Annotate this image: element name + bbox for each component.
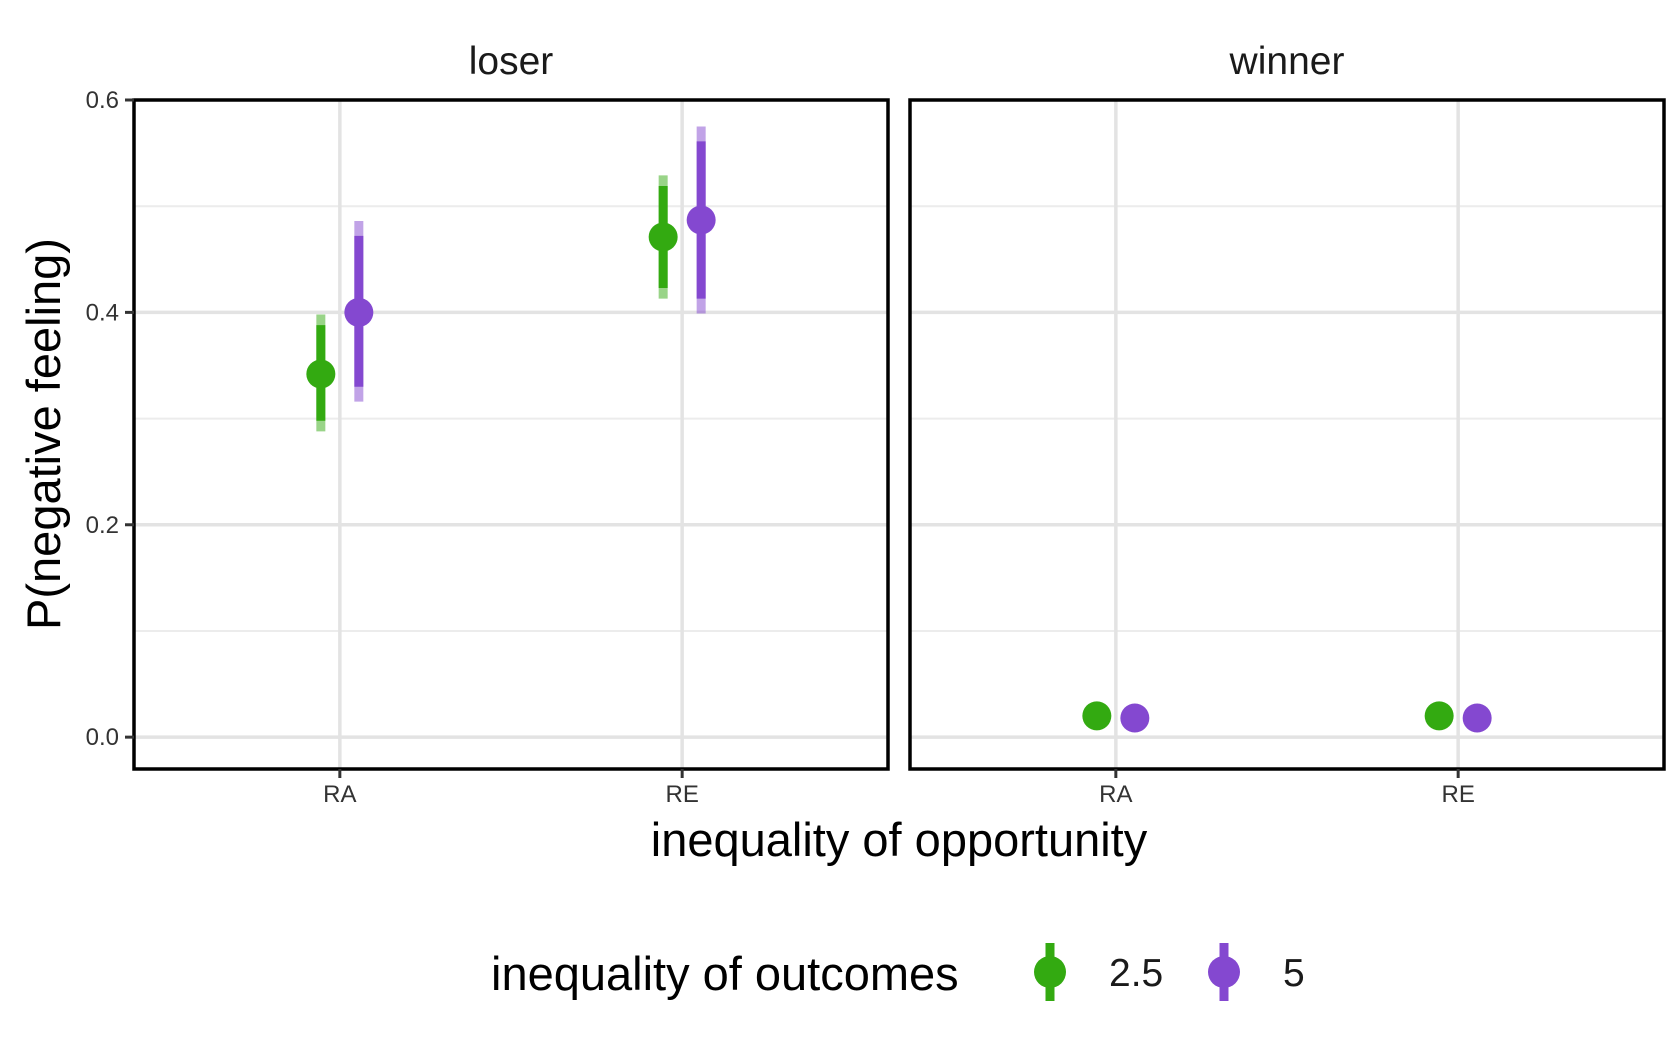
y-tick-label: 0.0 — [86, 724, 119, 751]
point-loser-2.5-RE — [648, 222, 678, 252]
x-tick-label: RE — [1441, 781, 1474, 808]
panel-title-loser: loser — [469, 40, 554, 83]
legend-key-5-point — [1208, 956, 1240, 988]
panel-title-winner: winner — [1229, 40, 1345, 83]
x-axis-title: inequality of opportunity — [651, 813, 1148, 866]
point-loser-5-RA — [344, 297, 374, 327]
panel-border-loser — [132, 98, 890, 771]
legend-key-2.5-point — [1034, 956, 1066, 988]
y-tick-label: 0.4 — [86, 299, 119, 326]
x-tick-label: RE — [665, 781, 698, 808]
point-loser-2.5-RA — [306, 359, 336, 389]
point-winner-5-RA — [1120, 703, 1150, 733]
x-tick-label: RA — [1099, 781, 1132, 808]
legend-title: inequality of outcomes — [491, 947, 959, 1000]
point-winner-2.5-RA — [1082, 701, 1112, 731]
point-loser-5-RE — [686, 205, 716, 235]
y-tick-label: 0.6 — [86, 87, 119, 114]
x-tick-label: RA — [323, 781, 356, 808]
legend-label-5: 5 — [1283, 952, 1305, 995]
y-tick-label: 0.2 — [86, 512, 119, 539]
y-axis-title: P(negative feeling) — [17, 238, 70, 630]
point-winner-2.5-RE — [1424, 701, 1454, 731]
legend-label-2.5: 2.5 — [1109, 952, 1163, 995]
point-winner-5-RE — [1462, 703, 1492, 733]
panel-border-winner — [908, 98, 1666, 771]
